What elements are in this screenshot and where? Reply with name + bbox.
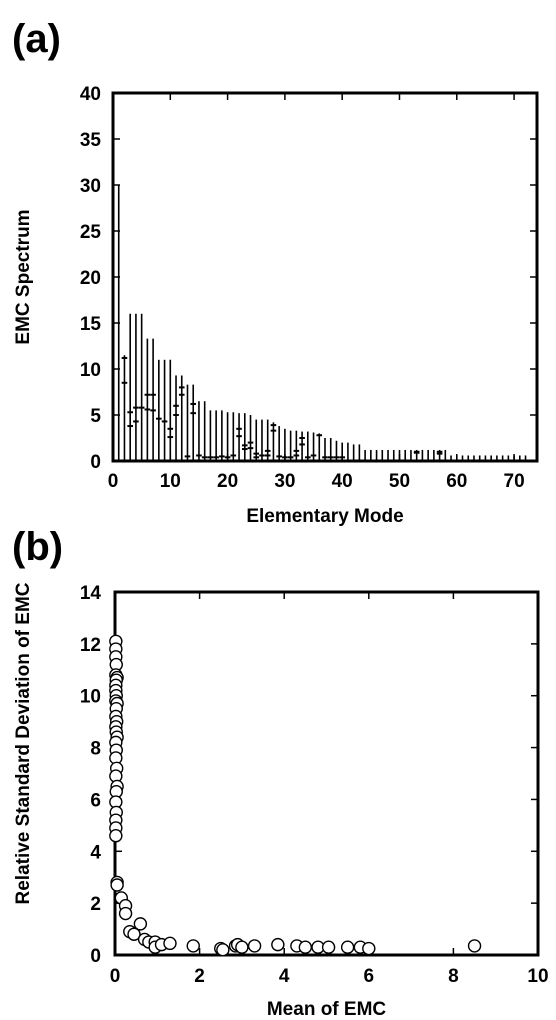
x-tick-label: 50 — [389, 471, 410, 492]
y-tick-label: 2 — [90, 894, 101, 915]
x-tick-label: 4 — [279, 966, 290, 987]
x-tick-label: 70 — [504, 471, 525, 492]
scatter-point — [298, 940, 313, 954]
panel-b-label: (b) — [12, 525, 63, 569]
y-tick-label: 8 — [90, 739, 101, 760]
scatter-point — [247, 939, 262, 953]
x-tick-label: 0 — [110, 966, 121, 987]
scatter-point — [186, 939, 200, 953]
x-tick-label: 6 — [364, 966, 375, 987]
scatter-point — [271, 937, 285, 952]
panel-a: (a) 0 10 20 30 40 50 60 70 0 5 10 15 20 25 30 35 40 Elem… — [12, 17, 539, 527]
y-tick-label: 12 — [80, 635, 101, 656]
y-tick-label: 5 — [90, 406, 101, 427]
x-tick-label: 60 — [446, 471, 467, 492]
x-tick-label: 0 — [108, 471, 119, 492]
panel-b: (b) 0 2 4 6 8 10 0 2 4 6 8 10 12 14 Mean of EMC Relat… — [12, 525, 549, 1020]
x-tick-label: 10 — [160, 471, 181, 492]
y-tick-label: 0 — [90, 452, 101, 473]
panel-a-y-axis-title: EMC Spectrum — [13, 209, 34, 344]
scatter-point — [163, 936, 177, 951]
panel-a-marks — [117, 185, 527, 461]
y-tick-label: 15 — [80, 314, 102, 335]
x-tick-label: 40 — [332, 471, 353, 492]
panel-b-plot-frame — [113, 590, 540, 957]
y-tick-label: 35 — [80, 130, 102, 151]
y-tick-label: 30 — [80, 176, 101, 197]
scatter-point — [118, 906, 133, 921]
y-tick-label: 25 — [80, 222, 102, 243]
panel-b-x-axis-title: Mean of EMC — [267, 999, 387, 1020]
y-tick-label: 10 — [80, 360, 101, 381]
y-tick-label: 40 — [80, 84, 101, 105]
scatter-point — [133, 917, 148, 931]
y-tick-label: 4 — [90, 842, 101, 863]
panel-a-x-axis-title: Elementary Mode — [246, 506, 403, 527]
panel-b-ticks: 0 2 4 6 8 10 0 2 4 6 8 10 12 14 — [80, 583, 549, 987]
y-tick-label: 0 — [90, 946, 101, 967]
x-tick-label: 2 — [194, 966, 205, 987]
panel-a-ticks: 0 10 20 30 40 50 60 70 0 5 10 15 20 25 30 35 40 — [80, 84, 537, 492]
scatter-point — [127, 927, 141, 941]
y-tick-label: 10 — [80, 687, 101, 708]
scatter-point — [321, 940, 336, 954]
x-tick-label: 30 — [274, 471, 295, 492]
scatter-point — [362, 941, 376, 956]
scatter-point — [340, 940, 355, 954]
y-tick-label: 14 — [80, 583, 102, 604]
x-tick-label: 8 — [448, 966, 459, 987]
x-tick-label: 10 — [527, 966, 548, 987]
scatter-point — [109, 829, 123, 843]
panel-a-label: (a) — [12, 17, 61, 61]
scatter-point — [467, 939, 482, 953]
y-tick-label: 20 — [80, 268, 101, 289]
x-tick-label: 20 — [217, 471, 238, 492]
y-tick-label: 6 — [90, 790, 101, 811]
scatter-point — [110, 878, 124, 892]
scatter-point — [235, 940, 249, 954]
panel-b-marks — [109, 634, 482, 957]
scatter-point — [216, 943, 230, 957]
panel-a-plot-frame — [111, 91, 539, 463]
panel-b-y-axis-title: Relative Standard Deviation of EMC — [13, 582, 34, 904]
